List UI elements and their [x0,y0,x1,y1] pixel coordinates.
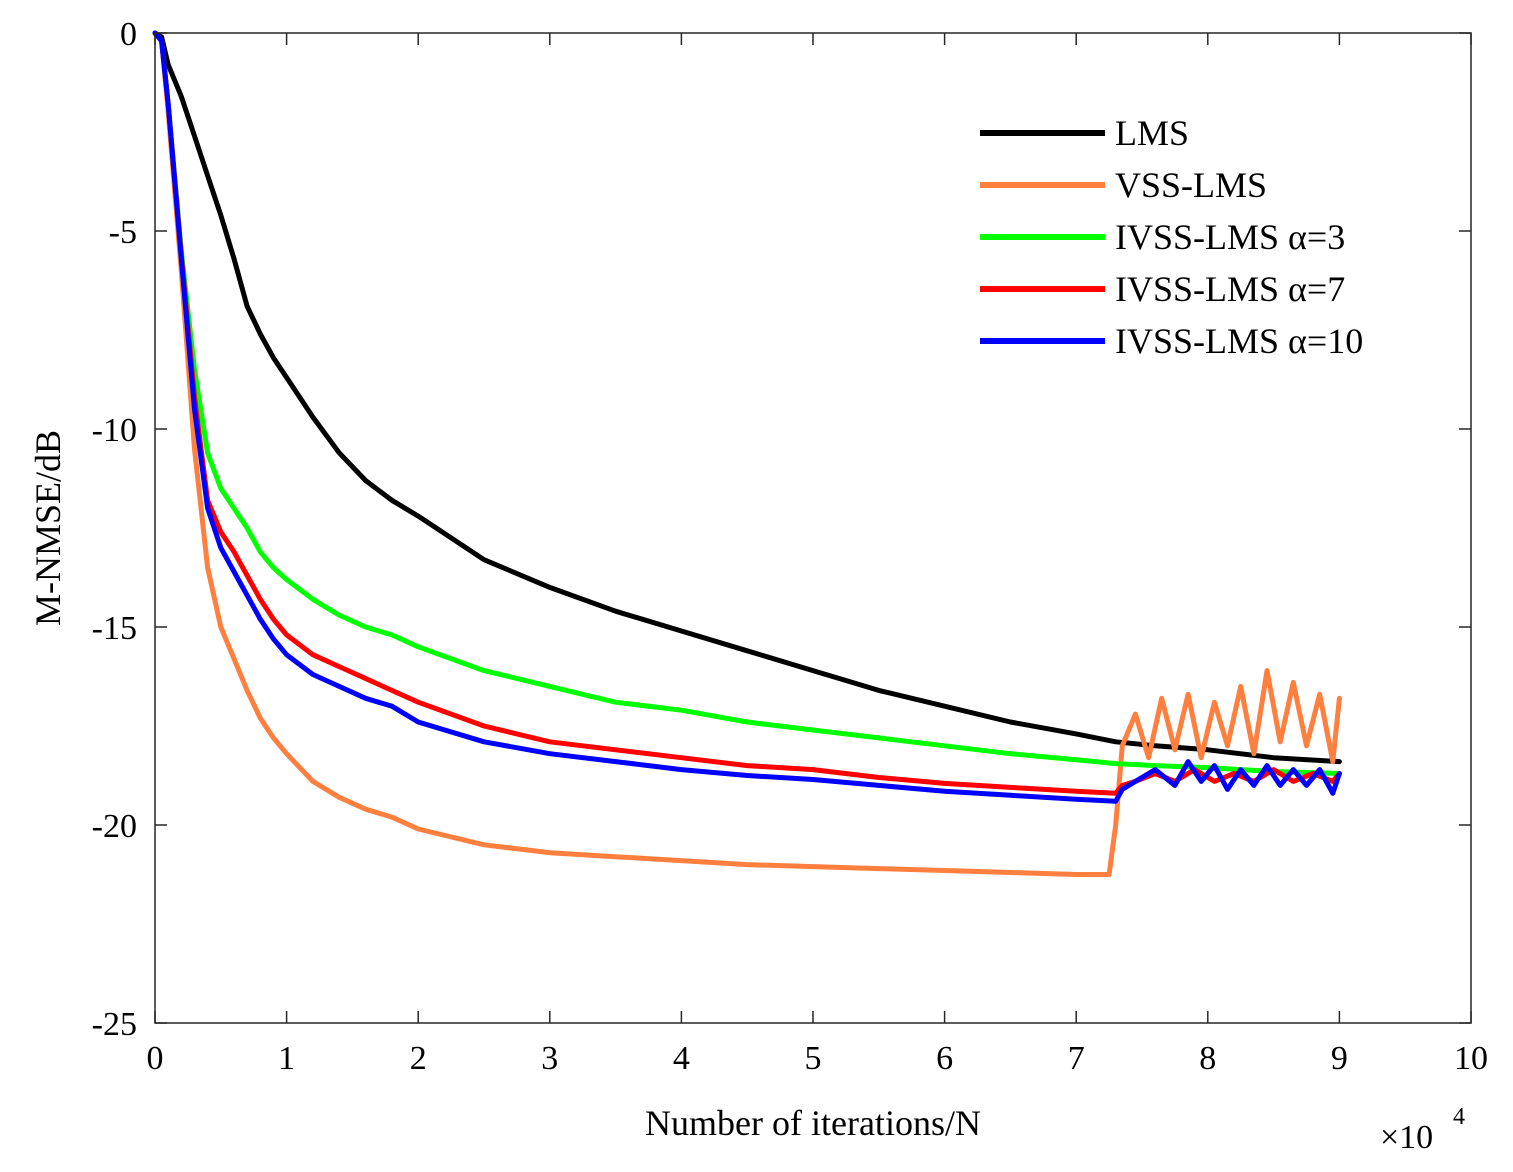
x-tick-label: 1 [278,1040,295,1077]
y-tick-label: -25 [92,1006,137,1043]
y-tick-label: -15 [92,610,137,647]
x-tick-label: 10 [1454,1040,1488,1077]
x-tick-label: 6 [936,1040,953,1077]
x-axis-label: Number of iterations/N [645,1103,981,1143]
legend-label-ivss-lms-10: IVSS-LMS α=10 [1115,321,1363,361]
legend-label-lms: LMS [1115,113,1189,153]
y-tick-label: -5 [109,214,137,251]
x-tick-label: 3 [541,1040,558,1077]
x-multiplier-exponent: 4 [1453,1104,1465,1130]
y-axis-label: M-NMSE/dB [28,430,68,626]
legend: LMS VSS-LMS IVSS-LMS α=3 IVSS-LMS α=7 IVSS-L… [980,113,1363,361]
x-tick-label: 0 [147,1040,164,1077]
y-tick-label: -20 [92,808,137,845]
x-multiplier-base: ×10 [1380,1119,1433,1156]
legend-label-ivss-lms-3: IVSS-LMS α=3 [1115,217,1345,257]
x-tick-label: 7 [1068,1040,1085,1077]
tick-labels-layer: 0 1 2 3 4 5 6 7 8 9 10 0 -5 -10 -15 -20 -25 [92,16,1488,1077]
legend-label-ivss-lms-7: IVSS-LMS α=7 [1115,269,1345,309]
series-line-ivss-lms-10 [152,30,1342,804]
series-line-ivss-lms-3 [152,30,1342,776]
x-tick-label: 5 [805,1040,822,1077]
y-tick-label: 0 [120,16,137,53]
ticks-layer [154,32,1472,1024]
series-line-lms [152,30,1342,765]
series-layer [152,30,1342,877]
x-multiplier: ×10 4 [1380,1104,1465,1156]
x-tick-label: 4 [673,1040,690,1077]
x-tick-label: 2 [410,1040,427,1077]
legend-label-vss-lms: VSS-LMS [1115,165,1267,205]
x-tick-label: 9 [1331,1040,1348,1077]
y-tick-label: -10 [92,412,137,449]
series-line-vss-lms [152,30,1342,877]
x-tick-label: 8 [1199,1040,1216,1077]
